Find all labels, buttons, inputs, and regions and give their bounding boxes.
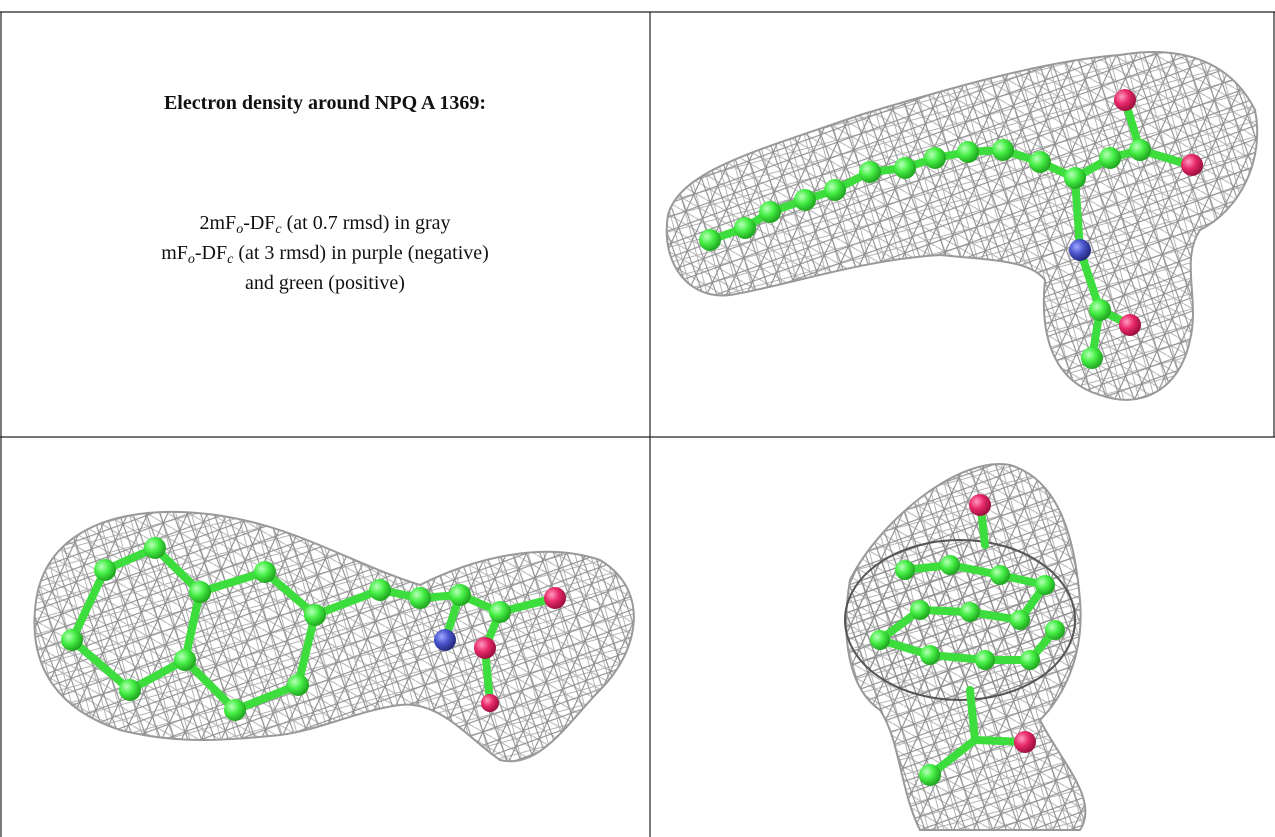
caption-text: (at 0.7 rmsd) in gray bbox=[282, 212, 451, 234]
atom bbox=[189, 581, 211, 603]
atom bbox=[544, 587, 566, 609]
atom bbox=[1029, 151, 1051, 173]
atom bbox=[1020, 650, 1040, 670]
atom bbox=[895, 560, 915, 580]
atom bbox=[1069, 239, 1091, 261]
atom bbox=[1045, 620, 1065, 640]
atom bbox=[969, 494, 991, 516]
atom bbox=[254, 561, 276, 583]
atom bbox=[1119, 314, 1141, 336]
atom bbox=[992, 139, 1014, 161]
atom bbox=[957, 141, 979, 163]
caption-text: and green (positive) bbox=[245, 272, 405, 294]
atom bbox=[1081, 347, 1103, 369]
atom bbox=[434, 629, 456, 651]
atom bbox=[409, 587, 431, 609]
caption-text: 2mF bbox=[200, 212, 237, 234]
atom bbox=[1010, 610, 1030, 630]
caption-line: 2mFo-DFc (at 0.7 rmsd) in gray bbox=[0, 208, 650, 238]
atom bbox=[975, 650, 995, 670]
atom bbox=[734, 217, 756, 239]
caption-title: Electron density around NPQ A 1369: bbox=[0, 92, 650, 115]
atom bbox=[824, 179, 846, 201]
caption-cell: Electron density around NPQ A 1369: 2mFo… bbox=[0, 12, 650, 437]
atom bbox=[61, 629, 83, 651]
atom bbox=[224, 699, 246, 721]
atom bbox=[481, 694, 499, 712]
atom bbox=[1035, 575, 1055, 595]
atom bbox=[1089, 299, 1111, 321]
page: {"title": "Electron density around NPQ A… bbox=[0, 0, 1275, 837]
subscript: o bbox=[188, 252, 195, 267]
atom bbox=[940, 555, 960, 575]
atom bbox=[119, 679, 141, 701]
atom bbox=[1129, 139, 1151, 161]
atom bbox=[924, 147, 946, 169]
atom bbox=[960, 602, 980, 622]
atom bbox=[174, 649, 196, 671]
atom bbox=[94, 559, 116, 581]
atom bbox=[699, 229, 721, 251]
caption-text: -DF bbox=[243, 212, 275, 234]
atom bbox=[144, 537, 166, 559]
atom bbox=[859, 161, 881, 183]
atom bbox=[489, 601, 511, 623]
atom bbox=[474, 637, 496, 659]
atom bbox=[1014, 731, 1036, 753]
caption-line: mFo-DFc (at 3 rmsd) in purple (negative) bbox=[0, 238, 650, 268]
atom bbox=[794, 189, 816, 211]
atom bbox=[449, 584, 471, 606]
caption-text: (at 3 rmsd) in purple (negative) bbox=[233, 242, 488, 264]
atom bbox=[304, 604, 326, 626]
atom bbox=[287, 674, 309, 696]
atom bbox=[759, 201, 781, 223]
atom bbox=[910, 600, 930, 620]
atom bbox=[1099, 147, 1121, 169]
caption-text: mF bbox=[161, 242, 188, 264]
atom bbox=[1181, 154, 1203, 176]
atom bbox=[919, 764, 941, 786]
atom bbox=[894, 157, 916, 179]
caption-text: -DF bbox=[195, 242, 227, 264]
atom bbox=[990, 565, 1010, 585]
atom bbox=[1114, 89, 1136, 111]
atom bbox=[870, 630, 890, 650]
density-mesh bbox=[34, 512, 633, 761]
caption-line: and green (positive) bbox=[0, 268, 650, 298]
atom bbox=[1064, 167, 1086, 189]
atom bbox=[920, 645, 940, 665]
atom bbox=[369, 579, 391, 601]
